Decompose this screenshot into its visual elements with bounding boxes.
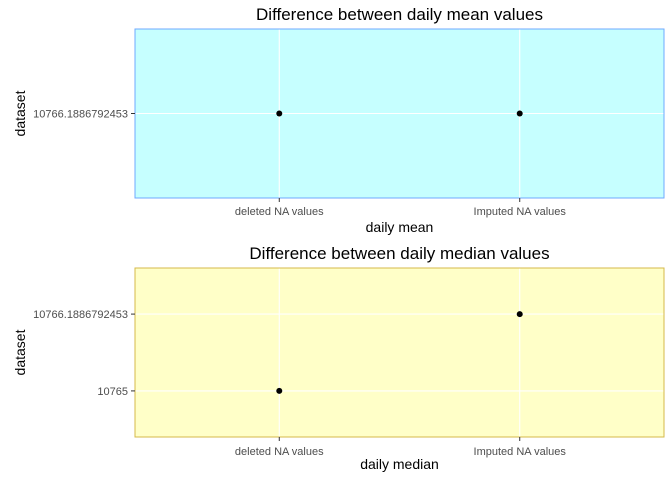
x-tick-label: Imputed NA values xyxy=(474,206,567,218)
x-tick-label: deleted NA values xyxy=(235,206,324,218)
y-axis-title: dataset xyxy=(12,329,28,375)
y-tick-label: 10766.1886792453 xyxy=(33,309,128,321)
panel-border xyxy=(134,267,665,438)
x-axis-title: daily median xyxy=(360,456,439,472)
x-tick-label: deleted NA values xyxy=(235,446,324,458)
data-point xyxy=(516,311,523,318)
x-axis-title: daily mean xyxy=(366,219,434,235)
data-point xyxy=(276,110,283,117)
chart-title: Difference between daily median values xyxy=(249,244,549,263)
data-point xyxy=(516,110,523,117)
data-point xyxy=(276,387,283,394)
x-tick-label: Imputed NA values xyxy=(474,446,567,458)
y-axis-title: dataset xyxy=(12,90,28,136)
panel-background xyxy=(134,267,665,438)
chart-title: Difference between daily mean values xyxy=(256,5,543,24)
y-tick-label: 10766.1886792453 xyxy=(33,109,128,121)
y-tick-label: 10765 xyxy=(97,386,128,398)
